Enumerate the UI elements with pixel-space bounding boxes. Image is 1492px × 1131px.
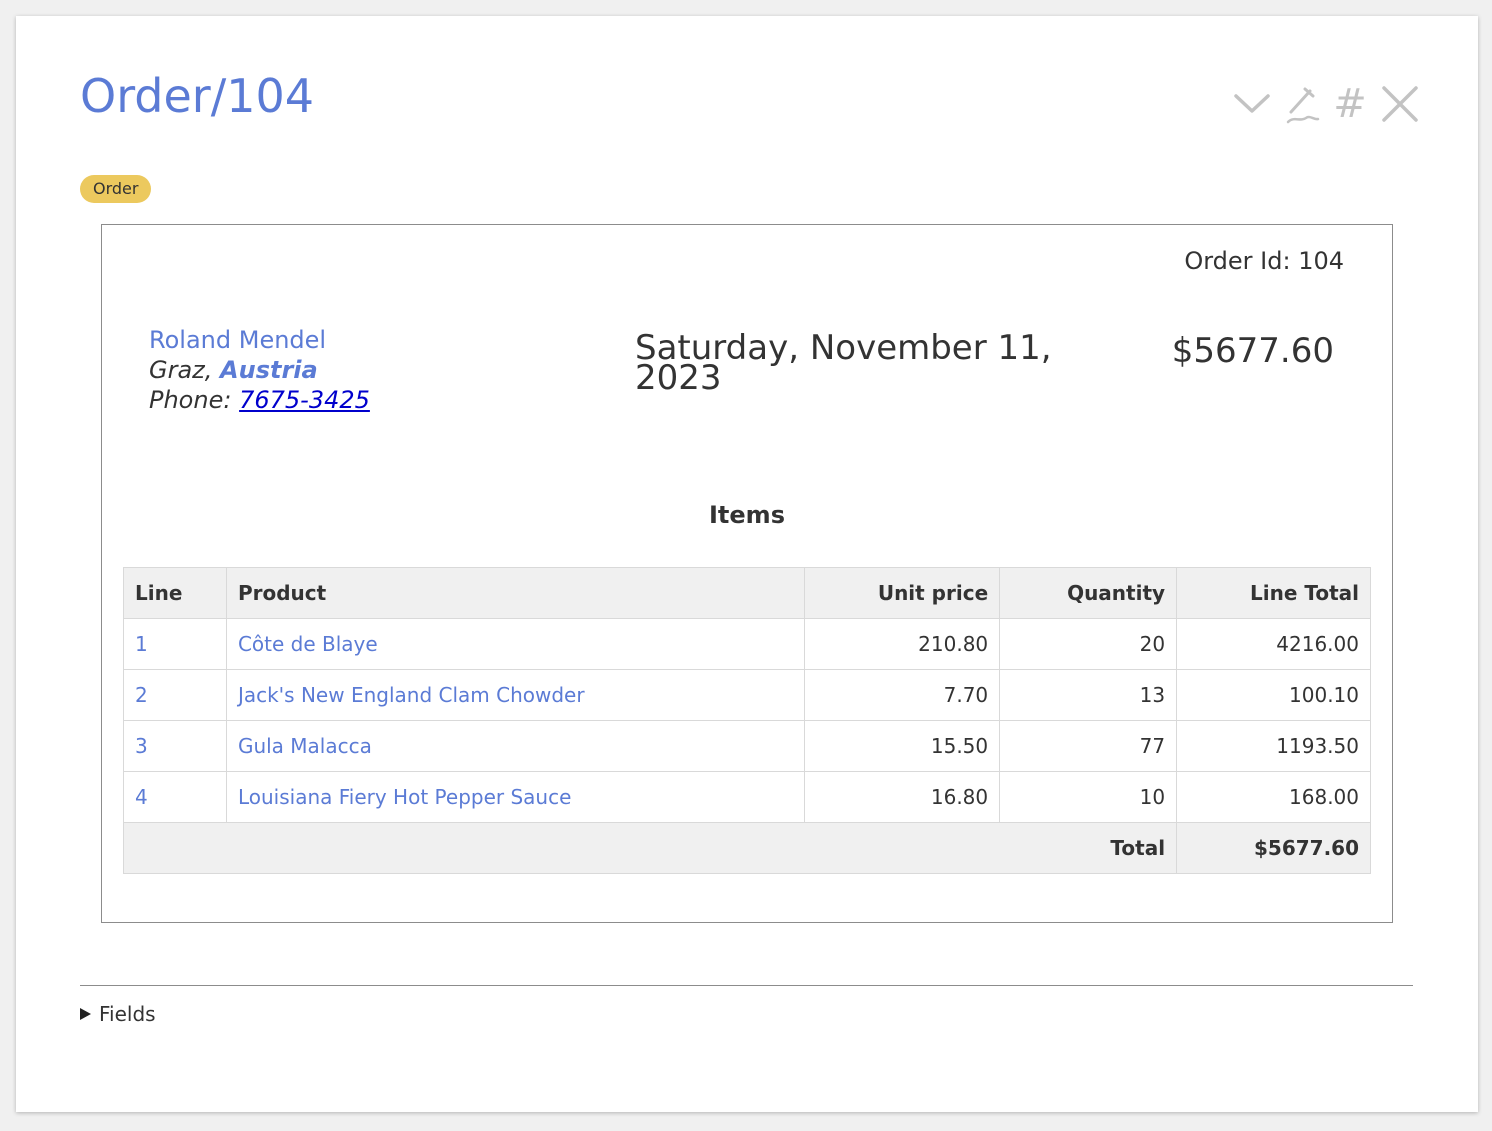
order-id: Order Id: 104 [1184,247,1344,275]
line-total-cell: 4216.00 [1176,618,1371,670]
order-total: $5677.60 [1171,331,1334,371]
table-row: 1 Côte de Blaye 210.80 20 4216.00 [123,618,1371,670]
order-date: Saturday, November 11, 2023 [635,328,1052,398]
line-total-cell: 1193.50 [1176,720,1371,772]
divider [80,985,1413,986]
hash-icon: # [1333,81,1367,127]
items-table: Line Product Unit price Quantity Line To… [122,567,1371,874]
page-title: Order/104 [80,69,315,123]
edit-button[interactable] [1280,82,1324,126]
table-row: 4 Louisiana Fiery Hot Pepper Sauce 16.80… [123,771,1371,823]
line-number-link[interactable]: 1 [123,618,227,670]
quantity-cell: 10 [999,771,1178,823]
collapse-button[interactable] [1230,82,1274,126]
customer-location: Graz, Austria [149,355,370,385]
product-link[interactable]: Gula Malacca [225,720,806,772]
close-button[interactable] [1378,82,1422,126]
column-header-quantity: Quantity [999,567,1178,619]
toolbar: # [1212,78,1418,132]
pen-icon [1286,87,1320,124]
line-total-cell: 168.00 [1176,771,1371,823]
quantity-cell: 77 [999,720,1178,772]
table-footer-row: Total $5677.60 [122,822,1371,874]
customer-info: Roland Mendel Graz, Austria Phone: 7675-… [149,325,370,415]
column-header-line: Line [123,567,227,619]
phone-label: Phone: [149,386,232,414]
tag-badge[interactable]: Order [80,175,152,203]
fields-toggle[interactable]: Fields [80,1001,156,1027]
product-link[interactable]: Jack's New England Clam Chowder [225,669,806,721]
items-heading: Items [709,501,785,529]
column-header-product: Product [225,567,806,619]
chevron-down-icon [1234,94,1270,113]
customer-country-link[interactable]: Austria [220,356,318,384]
customer-city: Graz, [149,356,213,384]
order-card: Order/104 # Order Order Id: 104 [16,16,1478,1112]
customer-name-link[interactable]: Roland Mendel [149,326,327,354]
hash-button[interactable]: # [1328,82,1372,126]
line-number-link[interactable]: 3 [123,720,227,772]
phone-link[interactable]: 7675-3425 [239,386,370,414]
quantity-cell: 20 [999,618,1178,670]
total-label: Total [122,822,1178,874]
fields-label: Fields [99,1002,156,1026]
line-total-cell: 100.10 [1176,669,1371,721]
table-header-row: Line Product Unit price Quantity Line To… [123,567,1371,619]
quantity-cell: 13 [999,669,1178,721]
triangle-right-icon [80,1008,91,1020]
close-icon [1382,86,1418,122]
table-row: 2 Jack's New England Clam Chowder 7.70 1… [123,669,1371,721]
line-number-link[interactable]: 2 [123,669,227,721]
line-number-link[interactable]: 4 [123,771,227,823]
order-details: Order Id: 104 Roland Mendel Graz, Austri… [101,224,1393,923]
total-value: $5677.60 [1176,822,1371,874]
unit-price-cell: 15.50 [804,720,1001,772]
product-link[interactable]: Côte de Blaye [225,618,806,670]
product-link[interactable]: Louisiana Fiery Hot Pepper Sauce [225,771,806,823]
customer-phone-line: Phone: 7675-3425 [149,385,370,415]
column-header-line-total: Line Total [1176,567,1371,619]
unit-price-cell: 7.70 [804,669,1001,721]
unit-price-cell: 210.80 [804,618,1001,670]
unit-price-cell: 16.80 [804,771,1001,823]
table-row: 3 Gula Malacca 15.50 77 1193.50 [123,720,1371,772]
column-header-unit-price: Unit price [804,567,1001,619]
